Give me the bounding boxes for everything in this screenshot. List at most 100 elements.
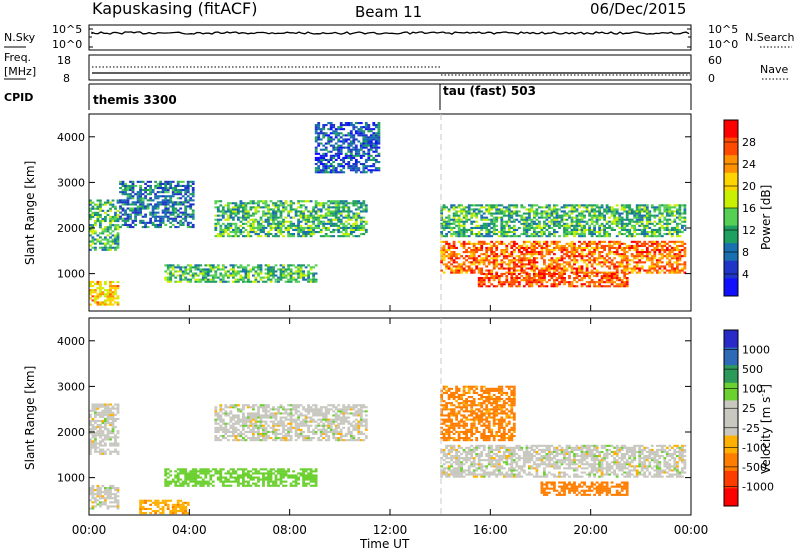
heatmap-cell [545, 228, 549, 231]
heatmap-cell [578, 222, 581, 225]
heatmap-cell [588, 277, 591, 280]
heatmap-cell [583, 231, 586, 234]
heatmap-cell [605, 212, 609, 215]
heatmap-cell [267, 208, 270, 211]
heatmap-cell [545, 206, 549, 209]
heatmap-cell [470, 226, 474, 229]
heatmap-cell [101, 218, 105, 221]
heatmap-cell [655, 235, 659, 238]
heatmap-cell [191, 189, 195, 192]
heatmap-cell [254, 276, 258, 279]
heatmap-cell [553, 272, 556, 275]
heatmap-cell [440, 231, 443, 234]
heatmap-cell [540, 257, 544, 260]
heatmap-cell [580, 220, 584, 223]
heatmap-cell [101, 405, 105, 408]
heatmap-cell [512, 259, 516, 262]
heatmap-cell [116, 403, 120, 406]
heatmap-cell [322, 169, 326, 172]
heatmap-cell [116, 238, 120, 241]
heatmap-cell [490, 246, 494, 249]
heatmap-cell [620, 216, 624, 219]
heatmap-cell [109, 422, 112, 425]
heatmap-cell [312, 208, 315, 211]
heatmap-cell [244, 216, 248, 219]
heatmap-cell [106, 213, 110, 216]
heatmap-cell [136, 195, 140, 198]
heatmap-cell [297, 233, 300, 236]
heatmap-cell [224, 280, 228, 283]
heatmap-cell [369, 140, 373, 143]
heatmap-cell [603, 210, 606, 213]
heatmap-cell [252, 222, 255, 225]
heatmap-cell [570, 267, 574, 270]
heatmap-cell [681, 255, 684, 258]
heatmap-cell [540, 214, 544, 217]
heatmap-cell [109, 415, 112, 418]
heatmap-cell [104, 301, 107, 304]
heatmap-cell [593, 259, 596, 262]
heatmap-cell [327, 218, 331, 221]
heatmap-cell [533, 272, 536, 275]
heatmap-cell [339, 146, 343, 149]
heatmap-cell [229, 235, 233, 238]
heatmap-cell [164, 499, 168, 502]
heatmap-cell [467, 208, 471, 211]
heatmap-cell [372, 136, 376, 139]
y-tick-label: 3000 [57, 176, 85, 189]
heatmap-cell [374, 146, 378, 149]
heatmap-cell [279, 268, 283, 271]
heatmap-cell [568, 224, 571, 227]
heatmap-cell [116, 409, 120, 412]
heatmap-cell [658, 218, 662, 221]
heatmap-cell [603, 233, 606, 236]
heatmap-cell [89, 419, 92, 422]
heatmap-cell [600, 265, 604, 268]
heatmap-cell [359, 154, 363, 157]
heatmap-cell [367, 142, 371, 145]
heatmap-cell [302, 278, 305, 281]
heatmap-cell [485, 222, 489, 225]
heatmap-cell [209, 280, 213, 283]
heatmap-cell [573, 235, 576, 238]
heatmap-cell [615, 224, 619, 227]
heatmap-cell [615, 265, 619, 268]
heatmap-cell [221, 206, 225, 209]
heatmap-cell [588, 224, 591, 227]
heatmap-cell [603, 281, 606, 284]
heatmap-cell [272, 226, 275, 229]
heatmap-cell [209, 264, 213, 267]
heatmap-cell [470, 267, 474, 270]
heatmap-cell [615, 279, 619, 282]
heatmap-cell [543, 279, 546, 282]
heatmap-cell [618, 285, 622, 288]
heatmap-cell [91, 507, 95, 510]
heatmap-cell [332, 132, 336, 135]
heatmap-cell [648, 251, 652, 254]
heatmap-cell [219, 435, 223, 438]
heatmap-cell [668, 251, 672, 254]
heatmap-cell [364, 144, 368, 147]
heatmap-cell [352, 167, 356, 170]
heatmap-cell [565, 267, 569, 270]
heatmap-cell [149, 499, 152, 502]
heatmap-cell [149, 187, 152, 190]
heatmap-cell [111, 224, 115, 227]
heatmap-cell [580, 235, 584, 238]
heatmap-cell [329, 206, 333, 209]
heatmap-cell [598, 263, 601, 266]
heatmap-cell [274, 274, 278, 277]
heatmap-cell [635, 249, 639, 252]
heatmap-cell [668, 259, 672, 262]
heatmap-cell [264, 214, 268, 217]
heatmap-cell [610, 228, 614, 231]
heatmap-cell [229, 202, 233, 205]
heatmap-cell [623, 249, 627, 252]
heatmap-cell [543, 233, 546, 236]
heatmap-cell [334, 202, 338, 205]
heatmap-cell [354, 165, 358, 168]
heatmap-cell [520, 271, 524, 274]
heatmap-cell [497, 267, 501, 270]
heatmap-cell [362, 224, 366, 227]
heatmap-cell [683, 228, 687, 231]
